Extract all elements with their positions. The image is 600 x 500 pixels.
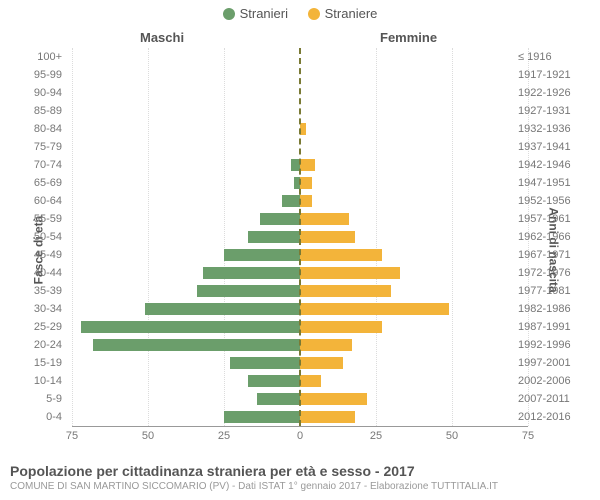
male-bar <box>230 357 300 369</box>
age-label: 35-39 <box>20 285 62 297</box>
age-labels: 100+ 95-99 90-94 85-89 80-84 75-79 70-74 65-69 6… <box>20 48 62 426</box>
female-bar <box>300 357 343 369</box>
female-bar <box>300 231 355 243</box>
female-side-title: Femmine <box>380 30 437 45</box>
age-label: 55-59 <box>20 213 62 225</box>
age-label: 40-44 <box>20 267 62 279</box>
x-tick: 75 <box>66 430 78 442</box>
x-tick: 25 <box>218 430 230 442</box>
legend-female-swatch <box>308 8 320 20</box>
x-tick: 0 <box>297 430 303 442</box>
age-label: 60-64 <box>20 195 62 207</box>
female-bar <box>300 375 321 387</box>
pyramid-chart: Stranieri Straniere Maschi Femmine Fasce… <box>0 0 600 500</box>
male-bar <box>224 249 300 261</box>
age-label: 100+ <box>20 51 62 63</box>
center-line <box>299 48 301 426</box>
female-bar <box>300 339 352 351</box>
female-bar <box>300 177 312 189</box>
male-bar <box>260 213 300 225</box>
male-side-title: Maschi <box>140 30 184 45</box>
x-baseline <box>72 426 528 427</box>
legend-male-label: Stranieri <box>240 6 288 21</box>
age-label: 50-54 <box>20 231 62 243</box>
legend-male-swatch <box>223 8 235 20</box>
male-bar <box>203 267 300 279</box>
male-bar <box>224 411 300 423</box>
age-label: 45-49 <box>20 249 62 261</box>
age-label: 95-99 <box>20 69 62 81</box>
male-bar <box>93 339 300 351</box>
female-bar <box>300 303 449 315</box>
female-bar <box>300 267 400 279</box>
caption-title: Popolazione per cittadinanza straniera p… <box>10 463 590 479</box>
female-bar <box>300 411 355 423</box>
female-bar <box>300 159 315 171</box>
legend-male: Stranieri <box>223 6 288 21</box>
age-label: 75-79 <box>20 141 62 153</box>
male-bar <box>248 375 300 387</box>
caption-sub: COMUNE DI SAN MARTINO SICCOMARIO (PV) - … <box>10 481 590 492</box>
age-label: 10-14 <box>20 375 62 387</box>
caption: Popolazione per cittadinanza straniera p… <box>10 463 590 492</box>
age-label: 25-29 <box>20 321 62 333</box>
male-bar <box>248 231 300 243</box>
female-bar <box>300 393 367 405</box>
female-bar <box>300 321 382 333</box>
age-label: 0-4 <box>20 411 62 423</box>
male-bar <box>282 195 300 207</box>
age-label: 15-19 <box>20 357 62 369</box>
female-bar <box>300 195 312 207</box>
age-label: 90-94 <box>20 87 62 99</box>
age-label: 70-74 <box>20 159 62 171</box>
age-label: 20-24 <box>20 339 62 351</box>
x-tick: 50 <box>446 430 458 442</box>
male-bar <box>145 303 300 315</box>
age-label: 30-34 <box>20 303 62 315</box>
legend-female: Straniere <box>308 6 378 21</box>
x-tick: 50 <box>142 430 154 442</box>
female-bar <box>300 285 391 297</box>
x-tick: 75 <box>522 430 534 442</box>
age-label: 5-9 <box>20 393 62 405</box>
age-label: 80-84 <box>20 123 62 135</box>
age-label: 65-69 <box>20 177 62 189</box>
legend-female-label: Straniere <box>325 6 378 21</box>
x-tick: 25 <box>370 430 382 442</box>
male-bar <box>257 393 300 405</box>
female-bars <box>300 48 528 426</box>
female-bar <box>300 213 349 225</box>
male-bar <box>197 285 300 297</box>
male-bar <box>81 321 300 333</box>
legend: Stranieri Straniere <box>0 6 600 23</box>
age-label: 85-89 <box>20 105 62 117</box>
female-bar <box>300 249 382 261</box>
male-bars <box>72 48 300 426</box>
